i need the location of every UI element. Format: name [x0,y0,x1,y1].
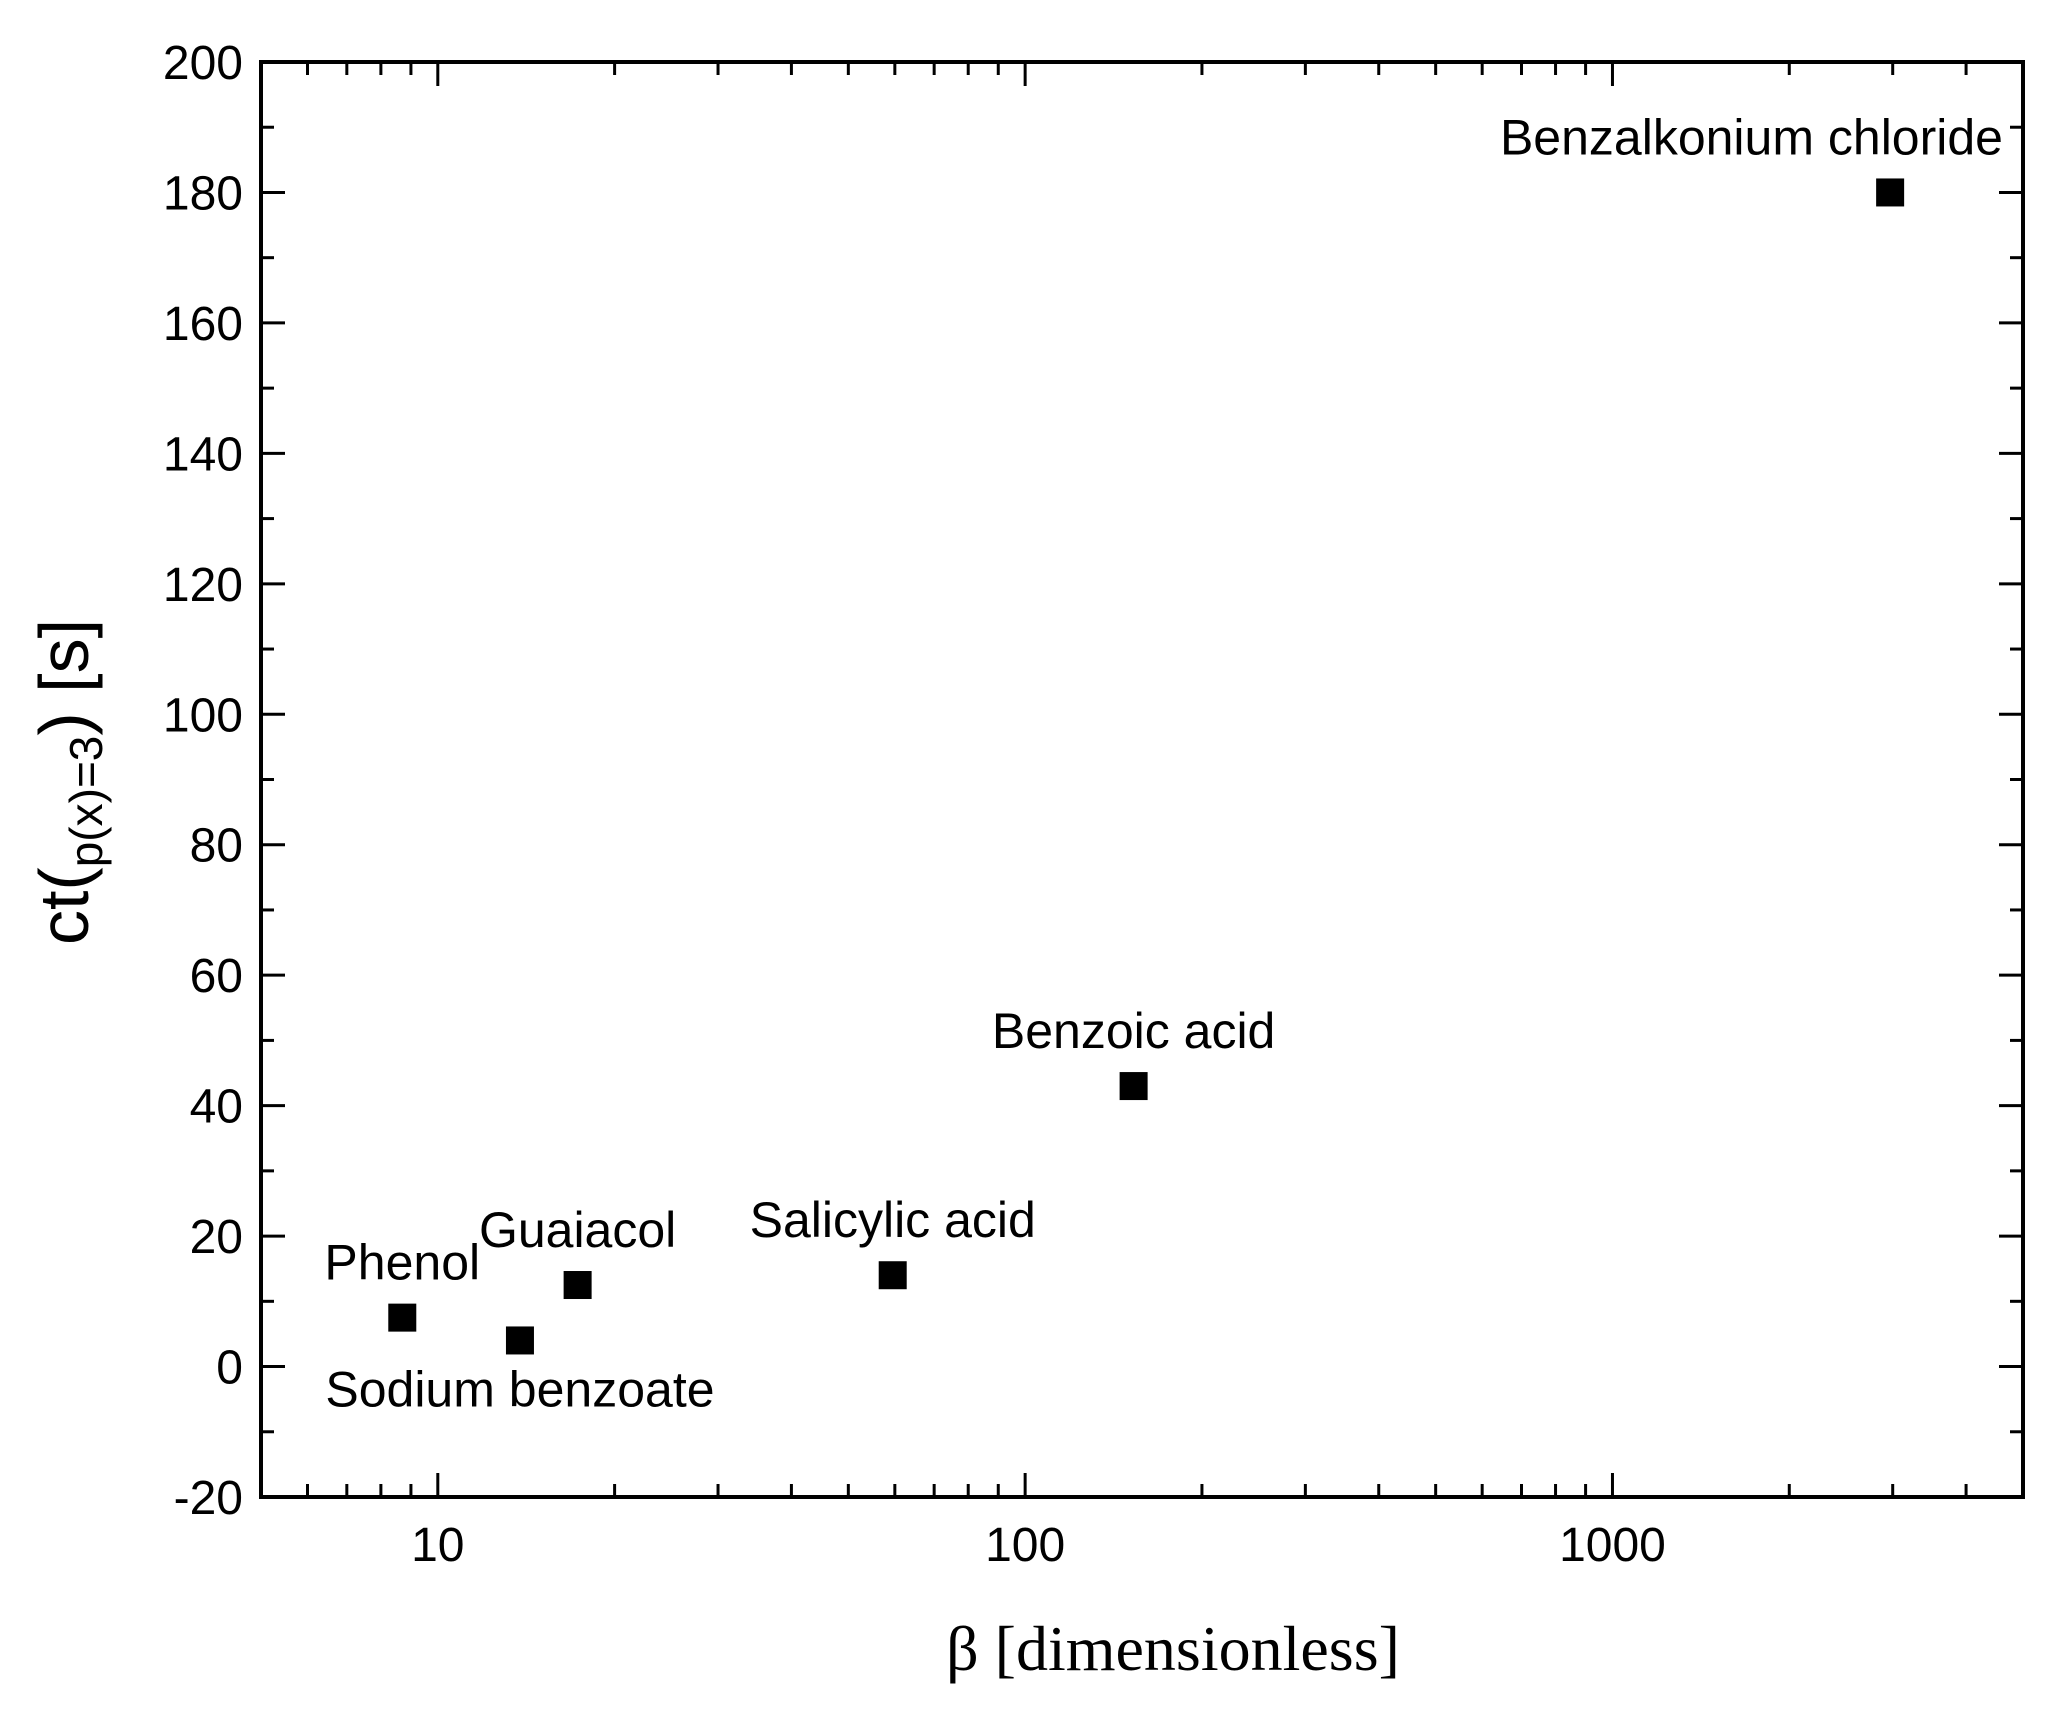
data-point-label: Benzalkonium chloride [1500,109,2003,165]
data-point-label: Salicylic acid [750,1192,1036,1248]
data-point-label: Benzoic acid [992,1003,1276,1059]
y-tick-label: 180 [163,167,243,220]
data-point-labels: Phenol Sodium benzoate Guaiacol Salicylic a… [324,109,2003,1417]
y-tick-label: 80 [190,820,243,873]
y-tick-label: 60 [190,950,243,1003]
x-axis-label: β [dimensionless] [946,1613,1400,1684]
data-point [388,1303,417,1332]
data-point-label: Sodium benzoate [325,1361,714,1417]
data-point-label: Guaiacol [479,1202,676,1258]
data-point [563,1271,592,1300]
y-tick-label: 0 [216,1342,243,1395]
data-point [1876,178,1905,207]
x-tick-label: 100 [985,1519,1065,1572]
y-tick-label: -20 [174,1472,243,1525]
data-point [505,1326,534,1355]
data-point [1119,1072,1148,1101]
y-tick-label: 160 [163,298,243,351]
y-axis-label-subscript: p(x)=3 [60,736,112,868]
plot-frame [259,60,2025,1499]
data-point-label: Phenol [324,1235,480,1291]
y-axis-label-suffix: ) [s] [25,619,103,736]
y-axis-label: ct(p(x)=3) [s] [25,619,112,945]
y-axis-label-prefix: ct( [25,867,103,945]
axis-ticks [259,60,2025,1499]
y-tick-label: 120 [163,559,243,612]
x-tick-label: 1000 [1559,1519,1666,1572]
x-tick-label: 10 [411,1519,464,1572]
y-tick-label: 140 [163,428,243,481]
y-tick-label: 40 [190,1081,243,1134]
svg-text:ct(p(x)=3) [s]: ct(p(x)=3) [s] [25,619,112,945]
y-tick-label: 200 [163,37,243,90]
y-tick-label: 20 [190,1211,243,1264]
tick-labels: -20 0 20 40 60 80 100 120 140 160 180 200 10 100 1000 [163,37,1666,1572]
data-point [878,1261,907,1290]
data-points [388,178,1905,1355]
y-tick-label: 100 [163,689,243,742]
